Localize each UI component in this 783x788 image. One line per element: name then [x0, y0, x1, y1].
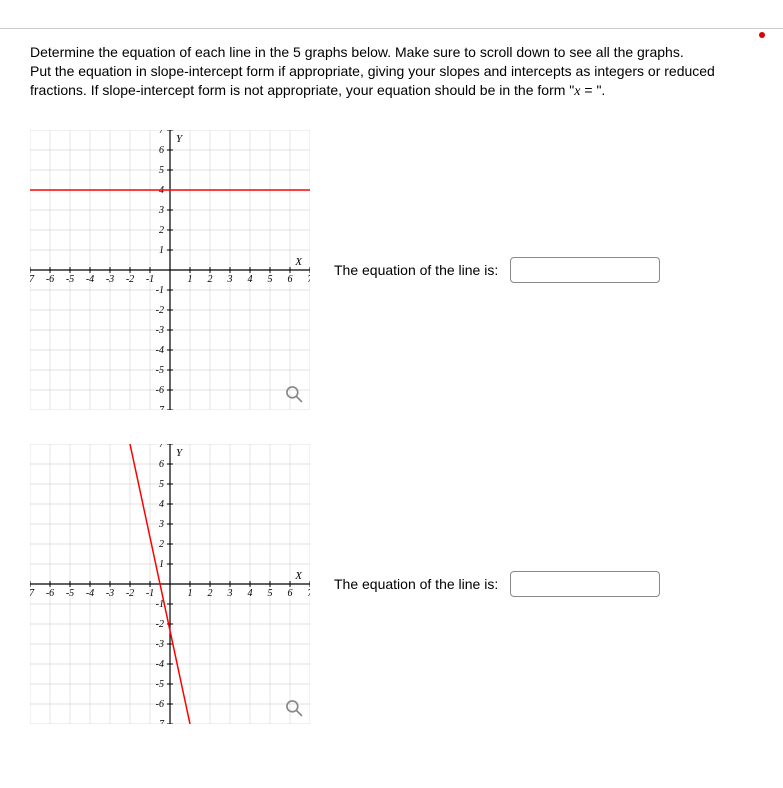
svg-text:-4: -4 — [86, 588, 94, 599]
svg-text:-5: -5 — [156, 365, 164, 376]
answer-label: The equation of the line is: — [334, 576, 498, 592]
svg-text:-6: -6 — [156, 699, 164, 710]
zoom-icon[interactable] — [284, 384, 304, 404]
svg-text:-1: -1 — [156, 599, 164, 610]
svg-text:5: 5 — [268, 274, 273, 285]
svg-text:2: 2 — [159, 539, 164, 550]
svg-text:-2: -2 — [126, 588, 134, 599]
svg-text:1: 1 — [159, 559, 164, 570]
svg-text:-3: -3 — [156, 325, 164, 336]
svg-text:-6: -6 — [46, 588, 54, 599]
instructions-line2-post: = ". — [580, 82, 605, 98]
svg-text:-6: -6 — [46, 274, 54, 285]
svg-text:4: 4 — [248, 588, 253, 599]
svg-text:3: 3 — [158, 205, 164, 216]
svg-text:-4: -4 — [156, 659, 164, 670]
graph-1: -7-6-5-4-3-2-11234567-7-6-5-4-3-2-112345… — [30, 130, 310, 410]
answer-input-1[interactable] — [510, 257, 660, 283]
svg-text:5: 5 — [159, 165, 164, 176]
svg-text:1: 1 — [188, 588, 193, 599]
svg-text:6: 6 — [159, 145, 164, 156]
svg-text:7: 7 — [308, 588, 311, 599]
svg-text:4: 4 — [159, 499, 164, 510]
answer-input-2[interactable] — [510, 571, 660, 597]
zoom-icon[interactable] — [284, 698, 304, 718]
svg-text:2: 2 — [159, 225, 164, 236]
top-divider — [0, 28, 783, 29]
svg-text:5: 5 — [268, 588, 273, 599]
svg-text:3: 3 — [158, 519, 164, 530]
answer-group-1: The equation of the line is: — [334, 257, 660, 283]
svg-text:6: 6 — [159, 459, 164, 470]
svg-text:2: 2 — [208, 274, 213, 285]
svg-text:7: 7 — [308, 274, 311, 285]
svg-text:6: 6 — [288, 588, 293, 599]
svg-text:6: 6 — [288, 274, 293, 285]
svg-text:-5: -5 — [156, 679, 164, 690]
svg-text:-1: -1 — [146, 588, 154, 599]
svg-text:-2: -2 — [126, 274, 134, 285]
svg-text:3: 3 — [227, 274, 233, 285]
svg-text:-7: -7 — [156, 405, 165, 410]
instructions-text: Determine the equation of each line in t… — [30, 43, 753, 102]
notification-dot — [759, 32, 765, 38]
graph-row-2: -7-6-5-4-3-2-11234567-7-6-5-4-3-2-112345… — [30, 444, 753, 724]
svg-text:3: 3 — [227, 588, 233, 599]
problem-content: Determine the equation of each line in t… — [0, 43, 783, 788]
svg-text:X: X — [294, 256, 303, 268]
svg-text:2: 2 — [208, 588, 213, 599]
instructions-line1: Determine the equation of each line in t… — [30, 44, 684, 60]
svg-text:-7: -7 — [156, 719, 165, 724]
svg-text:5: 5 — [159, 479, 164, 490]
svg-text:1: 1 — [159, 245, 164, 256]
svg-text:-4: -4 — [86, 274, 94, 285]
svg-text:-1: -1 — [146, 274, 154, 285]
svg-text:-4: -4 — [156, 345, 164, 356]
graph-row-1: -7-6-5-4-3-2-11234567-7-6-5-4-3-2-112345… — [30, 130, 753, 410]
svg-text:1: 1 — [188, 274, 193, 285]
svg-text:X: X — [294, 570, 303, 582]
instructions-line2-pre: Put the equation in slope-intercept form… — [30, 63, 715, 98]
svg-text:-1: -1 — [156, 285, 164, 296]
svg-text:4: 4 — [248, 274, 253, 285]
svg-text:-5: -5 — [66, 274, 74, 285]
svg-text:-2: -2 — [156, 305, 164, 316]
svg-text:-3: -3 — [106, 588, 114, 599]
svg-text:-6: -6 — [156, 385, 164, 396]
svg-text:-5: -5 — [66, 588, 74, 599]
svg-text:-2: -2 — [156, 619, 164, 630]
answer-group-2: The equation of the line is: — [334, 571, 660, 597]
svg-text:-3: -3 — [156, 639, 164, 650]
svg-text:-3: -3 — [106, 274, 114, 285]
answer-label: The equation of the line is: — [334, 262, 498, 278]
graph-2: -7-6-5-4-3-2-11234567-7-6-5-4-3-2-112345… — [30, 444, 310, 724]
